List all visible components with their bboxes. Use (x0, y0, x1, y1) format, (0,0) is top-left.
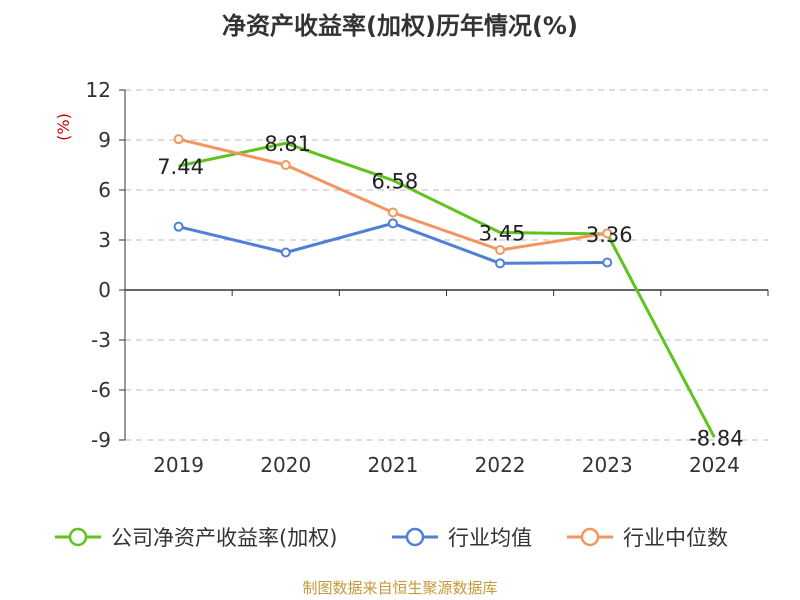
legend-label: 行业均值 (448, 526, 532, 550)
x-tick-label: 2021 (367, 453, 418, 477)
series-point-1 (495, 258, 506, 269)
series-point-2 (495, 245, 506, 255)
y-tick-label: -6 (91, 378, 111, 402)
y-tick-label: 12 (86, 78, 111, 102)
legend-item-2[interactable]: 行业中位数 (567, 526, 728, 550)
legend-swatch-marker (580, 527, 600, 547)
data-label: 3.36 (586, 223, 633, 247)
series-point-1 (387, 218, 398, 229)
data-label: 8.81 (264, 132, 311, 156)
x-tick-label: 2023 (582, 453, 633, 477)
y-tick-label: -3 (91, 328, 111, 352)
series-lines (173, 134, 716, 438)
data-label: 3.45 (479, 222, 526, 246)
source-note: 制图数据来自恒生聚源数据库 (302, 579, 498, 597)
series-point-1 (280, 247, 291, 258)
y-axis-unit-label: (%) (54, 113, 73, 141)
y-tick-label: 9 (98, 128, 111, 152)
x-tick-label: 2020 (260, 453, 311, 477)
legend-label: 行业中位数 (623, 526, 728, 550)
data-label: 6.58 (372, 169, 419, 193)
data-labels: 7.44 8.81 6.58 3.45 3.36 -8.84 (157, 132, 743, 450)
series-point-1 (602, 257, 613, 268)
legend[interactable]: 公司净资产收益率(加权) 行业均值 行业中位数 (55, 526, 728, 550)
series-line-0 (178, 141, 716, 438)
x-tick-label: 2022 (475, 453, 526, 477)
series-point-2 (173, 134, 184, 145)
x-tick-label: 2019 (153, 453, 204, 477)
y-tick-label: 3 (98, 228, 111, 252)
legend-swatch-marker (68, 527, 88, 547)
axes: 12 9 6 3 0 -3 -6 -9 2019 2020 2021 2022 2023 2024 (86, 78, 769, 477)
y-tick-label: 0 (98, 278, 111, 302)
chart-title: 净资产收益率(加权)历年情况(%) (222, 12, 578, 40)
series-point-2 (602, 228, 613, 239)
series-point-2 (280, 160, 291, 170)
legend-swatch-marker (405, 527, 425, 547)
legend-item-0[interactable]: 公司净资产收益率(加权) (55, 526, 337, 550)
legend-label: 公司净资产收益率(加权) (111, 526, 337, 550)
data-label: 7.44 (157, 155, 204, 179)
series-point-1 (173, 221, 184, 232)
legend-item-1[interactable]: 行业均值 (392, 526, 532, 550)
x-tick-label: 2024 (689, 453, 740, 477)
grid-lines (125, 89, 768, 441)
y-tick-label: -9 (91, 428, 111, 452)
series-point-2 (387, 207, 398, 218)
y-tick-label: 6 (98, 178, 111, 202)
data-label: -8.84 (689, 426, 743, 450)
